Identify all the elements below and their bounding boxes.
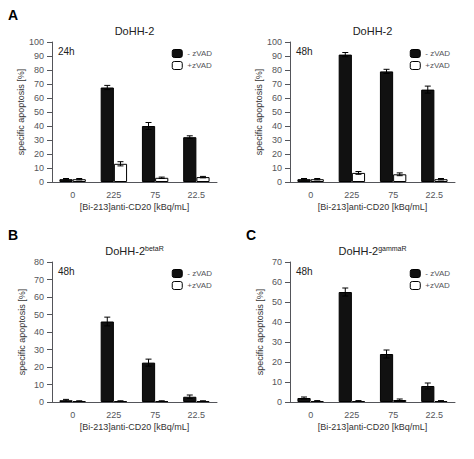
- svg-text:[Bi-213]anti-CD20 [kBq/mL]: [Bi-213]anti-CD20 [kBq/mL]: [318, 202, 428, 212]
- svg-text:22.5: 22.5: [426, 410, 444, 420]
- svg-text:30: 30: [34, 345, 44, 355]
- svg-text:40: 40: [272, 317, 282, 327]
- svg-text:DoHH-2: DoHH-2: [105, 245, 145, 257]
- svg-text:70: 70: [34, 275, 44, 285]
- svg-text:60: 60: [272, 277, 282, 287]
- svg-text:DoHH-2: DoHH-2: [353, 25, 393, 37]
- svg-text:50: 50: [34, 310, 44, 320]
- svg-text:75: 75: [388, 410, 398, 420]
- svg-text:48h: 48h: [296, 266, 313, 277]
- svg-text:80: 80: [34, 65, 44, 75]
- svg-text:225: 225: [344, 190, 359, 200]
- svg-text:50: 50: [272, 107, 282, 117]
- svg-text:22.5: 22.5: [188, 410, 206, 420]
- svg-text:gammaR: gammaR: [378, 245, 406, 253]
- svg-text:[Bi-213]anti-CD20 [kBq/mL]: [Bi-213]anti-CD20 [kBq/mL]: [318, 422, 428, 432]
- svg-text:10: 10: [272, 163, 282, 173]
- svg-text:0: 0: [277, 177, 282, 187]
- svg-text:10: 10: [272, 377, 282, 387]
- svg-text:- zVAD: - zVAD: [425, 269, 450, 278]
- svg-text:A: A: [8, 7, 18, 23]
- svg-text:225: 225: [106, 190, 121, 200]
- svg-text:10: 10: [34, 380, 44, 390]
- svg-text:DoHH-2: DoHH-2: [338, 245, 378, 257]
- svg-text:70: 70: [272, 257, 282, 267]
- svg-text:75: 75: [150, 410, 160, 420]
- svg-text:20: 20: [34, 149, 44, 159]
- svg-text:- zVAD: - zVAD: [187, 49, 212, 58]
- svg-text:80: 80: [34, 257, 44, 267]
- svg-text:0: 0: [39, 397, 44, 407]
- svg-text:50: 50: [272, 297, 282, 307]
- svg-text:B: B: [8, 227, 18, 243]
- svg-text:30: 30: [34, 135, 44, 145]
- svg-text:10: 10: [34, 163, 44, 173]
- svg-text:100: 100: [29, 37, 44, 47]
- svg-text:0: 0: [70, 410, 75, 420]
- svg-text:60: 60: [34, 93, 44, 103]
- svg-text:specific apoptosis [%]: specific apoptosis [%]: [254, 69, 264, 156]
- svg-text:0: 0: [70, 190, 75, 200]
- svg-text:0: 0: [308, 410, 313, 420]
- svg-text:[Bi-213]anti-CD20 [kBq/mL]: [Bi-213]anti-CD20 [kBq/mL]: [80, 422, 190, 432]
- svg-text:20: 20: [34, 362, 44, 372]
- svg-text:20: 20: [272, 357, 282, 367]
- svg-text:50: 50: [34, 107, 44, 117]
- svg-text:24h: 24h: [58, 46, 75, 57]
- svg-text:specific apoptosis [%]: specific apoptosis [%]: [16, 69, 26, 156]
- svg-text:80: 80: [272, 65, 282, 75]
- svg-text:0: 0: [277, 397, 282, 407]
- svg-text:C: C: [246, 227, 256, 243]
- svg-text:22.5: 22.5: [188, 190, 206, 200]
- svg-text:20: 20: [272, 149, 282, 159]
- svg-text:70: 70: [34, 79, 44, 89]
- svg-text:225: 225: [106, 410, 121, 420]
- svg-text:48h: 48h: [58, 266, 75, 277]
- svg-text:[Bi-213]anti-CD20 [kBq/mL]: [Bi-213]anti-CD20 [kBq/mL]: [80, 202, 190, 212]
- svg-text:60: 60: [34, 292, 44, 302]
- svg-text:+zVAD: +zVAD: [425, 281, 450, 290]
- svg-text:70: 70: [272, 79, 282, 89]
- svg-text:30: 30: [272, 337, 282, 347]
- svg-text:40: 40: [272, 121, 282, 131]
- svg-text:+zVAD: +zVAD: [187, 61, 212, 70]
- svg-text:betaR: betaR: [145, 245, 164, 252]
- svg-text:40: 40: [34, 327, 44, 337]
- svg-text:30: 30: [272, 135, 282, 145]
- svg-text:DoHH-2: DoHH-2: [115, 25, 155, 37]
- svg-text:100: 100: [267, 37, 282, 47]
- svg-text:75: 75: [150, 190, 160, 200]
- svg-text:specific apoptosis [%]: specific apoptosis [%]: [17, 289, 27, 376]
- svg-text:- zVAD: - zVAD: [425, 49, 450, 58]
- svg-text:0: 0: [308, 190, 313, 200]
- svg-text:225: 225: [344, 410, 359, 420]
- svg-text:+zVAD: +zVAD: [187, 281, 212, 290]
- svg-text:22.5: 22.5: [426, 190, 444, 200]
- svg-text:90: 90: [272, 51, 282, 61]
- svg-text:75: 75: [388, 190, 398, 200]
- svg-text:specific apoptosis [%]: specific apoptosis [%]: [255, 289, 265, 376]
- svg-text:0: 0: [39, 177, 44, 187]
- svg-text:48h: 48h: [296, 46, 313, 57]
- svg-text:40: 40: [34, 121, 44, 131]
- svg-text:60: 60: [272, 93, 282, 103]
- svg-text:90: 90: [34, 51, 44, 61]
- svg-text:- zVAD: - zVAD: [187, 269, 212, 278]
- svg-text:+zVAD: +zVAD: [425, 61, 450, 70]
